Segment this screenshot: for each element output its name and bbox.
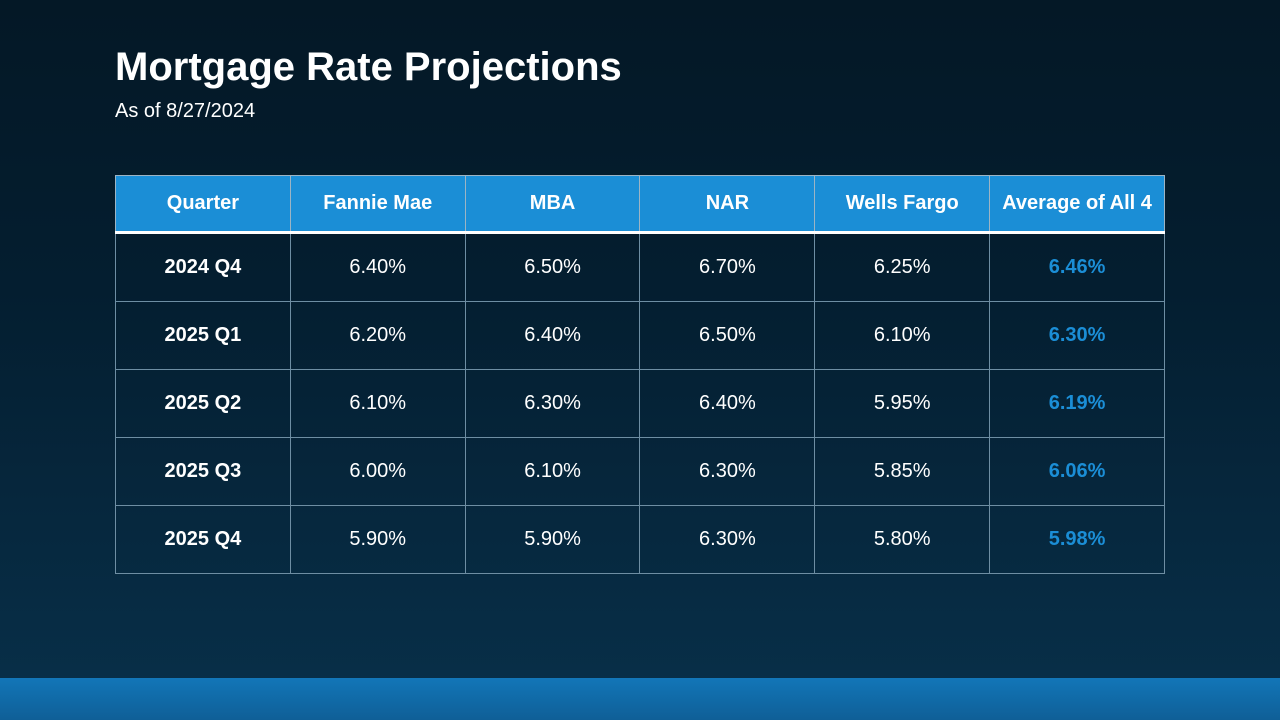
table-row: 2025 Q2 6.10% 6.30% 6.40% 5.95% 6.19% <box>116 370 1165 438</box>
table-row: 2025 Q4 5.90% 5.90% 6.30% 5.80% 5.98% <box>116 506 1165 574</box>
cell-nar: 6.40% <box>640 370 815 438</box>
cell-fannie-mae: 6.10% <box>290 370 465 438</box>
table-row: 2024 Q4 6.40% 6.50% 6.70% 6.25% 6.46% <box>116 233 1165 302</box>
cell-mba: 6.10% <box>465 438 640 506</box>
cell-mba: 6.30% <box>465 370 640 438</box>
cell-nar: 6.30% <box>640 438 815 506</box>
cell-fannie-mae: 5.90% <box>290 506 465 574</box>
cell-fannie-mae: 6.20% <box>290 302 465 370</box>
cell-quarter: 2025 Q2 <box>116 370 291 438</box>
col-average: Average of All 4 <box>990 176 1165 233</box>
cell-average: 6.19% <box>990 370 1165 438</box>
projections-table-wrap: Quarter Fannie Mae MBA NAR Wells Fargo A… <box>115 175 1165 574</box>
cell-fannie-mae: 6.00% <box>290 438 465 506</box>
cell-average: 6.30% <box>990 302 1165 370</box>
cell-wells-fargo: 5.85% <box>815 438 990 506</box>
col-wells-fargo: Wells Fargo <box>815 176 990 233</box>
projections-table: Quarter Fannie Mae MBA NAR Wells Fargo A… <box>115 175 1165 574</box>
col-fannie-mae: Fannie Mae <box>290 176 465 233</box>
col-mba: MBA <box>465 176 640 233</box>
cell-wells-fargo: 5.95% <box>815 370 990 438</box>
table-row: 2025 Q1 6.20% 6.40% 6.50% 6.10% 6.30% <box>116 302 1165 370</box>
cell-mba: 6.50% <box>465 233 640 302</box>
table-header-row: Quarter Fannie Mae MBA NAR Wells Fargo A… <box>116 176 1165 233</box>
cell-average: 5.98% <box>990 506 1165 574</box>
col-quarter: Quarter <box>116 176 291 233</box>
cell-quarter: 2025 Q3 <box>116 438 291 506</box>
cell-fannie-mae: 6.40% <box>290 233 465 302</box>
table-row: 2025 Q3 6.00% 6.10% 6.30% 5.85% 6.06% <box>116 438 1165 506</box>
page-subtitle: As of 8/27/2024 <box>115 100 255 123</box>
cell-mba: 5.90% <box>465 506 640 574</box>
cell-mba: 6.40% <box>465 302 640 370</box>
cell-nar: 6.50% <box>640 302 815 370</box>
cell-wells-fargo: 5.80% <box>815 506 990 574</box>
cell-wells-fargo: 6.10% <box>815 302 990 370</box>
cell-average: 6.46% <box>990 233 1165 302</box>
page-title: Mortgage Rate Projections <box>115 45 622 90</box>
cell-quarter: 2025 Q1 <box>116 302 291 370</box>
footer-bar <box>0 678 1280 720</box>
cell-nar: 6.30% <box>640 506 815 574</box>
cell-quarter: 2025 Q4 <box>116 506 291 574</box>
col-nar: NAR <box>640 176 815 233</box>
cell-quarter: 2024 Q4 <box>116 233 291 302</box>
cell-average: 6.06% <box>990 438 1165 506</box>
cell-wells-fargo: 6.25% <box>815 233 990 302</box>
cell-nar: 6.70% <box>640 233 815 302</box>
